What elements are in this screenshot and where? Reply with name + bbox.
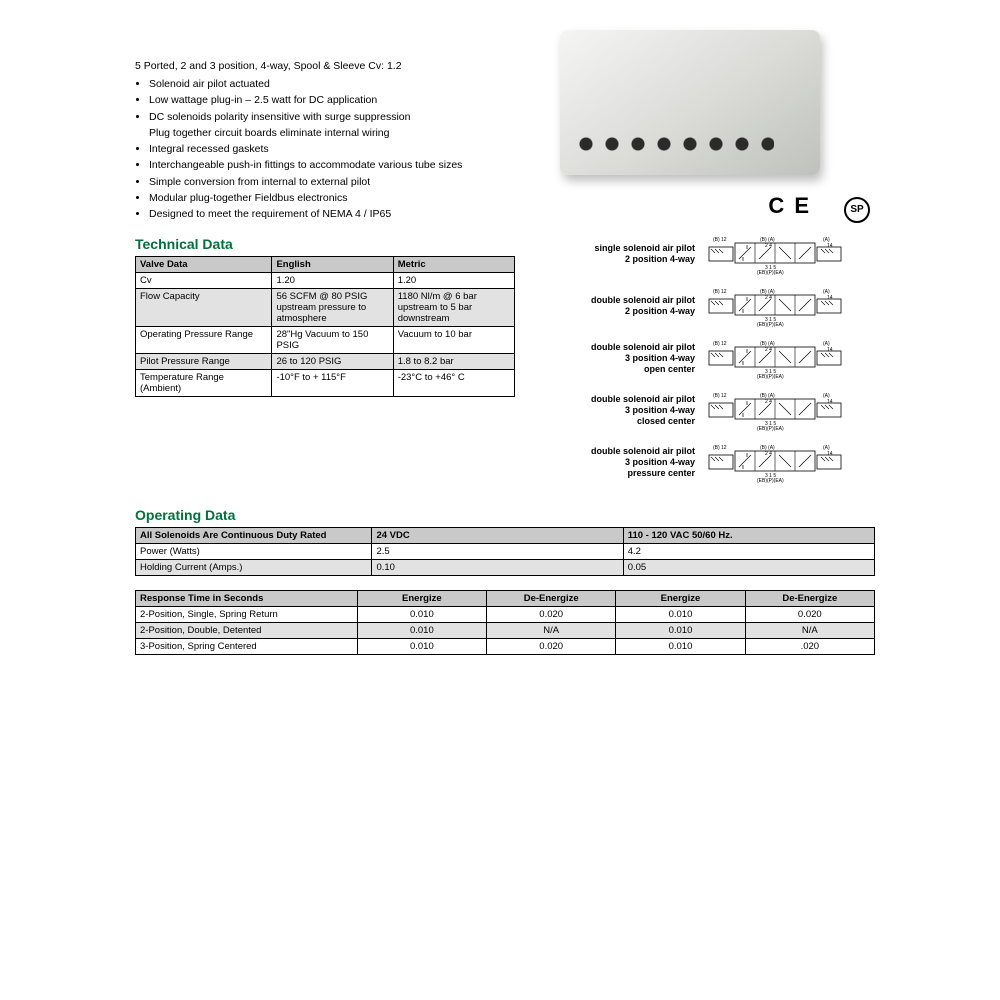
table-row: 2-Position, Single, Spring Return0.0100.… [136,607,875,623]
svg-text:(B): (B) [713,289,720,295]
table-row: Cv1.201.20 [136,273,515,289]
svg-text:12: 12 [721,237,727,243]
svg-text:(B): (B) [713,341,720,347]
svg-text:14: 14 [827,451,833,457]
feature-item: Low wattage plug-in – 2.5 watt for DC ap… [149,92,525,108]
svg-text:(B): (B) [713,393,720,399]
svg-text:2 4: 2 4 [765,295,772,301]
svg-text:14: 14 [827,399,833,405]
schematic-label: double solenoid air pilot3 position 4-wa… [545,342,695,374]
schematic-row: double solenoid air pilot3 position 4-wa… [545,337,910,379]
table-row: Holding Current (Amps.)0.100.05 [136,560,875,576]
schematic-symbol-icon: (B)12 (B) (A)2 4 (A)14 3 1 5 (EB)(P)(EA) [705,337,845,379]
svg-text:(B): (B) [713,237,720,243]
subtitle: 5 Ported, 2 and 3 position, 4-way, Spool… [135,60,525,72]
svg-text:2 4: 2 4 [765,243,772,249]
svg-text:12: 12 [721,289,727,295]
svg-text:(EB)(P)(EA): (EB)(P)(EA) [757,374,784,379]
feature-item: Simple conversion from internal to exter… [149,174,525,190]
svg-text:(EB)(P)(EA): (EB)(P)(EA) [757,478,784,483]
schematic-label: single solenoid air pilot2 position 4-wa… [545,243,695,265]
schematic-symbol-icon: (B)12 (B) (A)2 4 (A)14 3 1 5 (EB)(P)(EA) [705,233,845,275]
response-time-table: Response Time in SecondsEnergizeDe-Energ… [135,590,875,655]
table-header: Metric [393,257,514,273]
operating-data-section: Operating Data All Solenoids Are Continu… [135,507,875,655]
svg-text:(EB)(P)(EA): (EB)(P)(EA) [757,426,784,431]
csa-mark-icon: SP [844,197,870,223]
table-row: Pilot Pressure Range26 to 120 PSIG1.8 to… [136,354,515,370]
svg-text:14: 14 [827,295,833,301]
schematic-row: double solenoid air pilot3 position 4-wa… [545,441,910,483]
left-column: 5 Ported, 2 and 3 position, 4-way, Spool… [135,60,525,493]
svg-text:2 4: 2 4 [765,399,772,405]
svg-text:2 4: 2 4 [765,451,772,457]
table-header: Response Time in Seconds [136,591,358,607]
operating-data-table: All Solenoids Are Continuous Duty Rated2… [135,527,875,576]
svg-text:(B): (B) [713,445,720,451]
table-header: De-Energize [745,591,874,607]
schematic-label: double solenoid air pilot3 position 4-wa… [545,394,695,426]
operating-data-heading: Operating Data [135,507,875,523]
table-header: De-Energize [487,591,616,607]
schematic-label: double solenoid air pilot3 position 4-wa… [545,446,695,478]
svg-text:12: 12 [721,393,727,399]
schematic-label: double solenoid air pilot2 position 4-wa… [545,295,695,317]
technical-data-table: Valve DataEnglishMetric Cv1.201.20Flow C… [135,256,515,397]
feature-item: DC solenoids polarity insensitive with s… [149,109,525,125]
feature-item: Modular plug-together Fieldbus electroni… [149,190,525,206]
table-header: Valve Data [136,257,272,273]
product-image [560,30,820,175]
schematic-row: double solenoid air pilot3 position 4-wa… [545,389,910,431]
table-header: Energize [616,591,745,607]
top-region: 5 Ported, 2 and 3 position, 4-way, Spool… [135,60,910,493]
feature-item: Solenoid air pilot actuated [149,76,525,92]
table-row: 2-Position, Double, Detented0.010N/A0.01… [136,623,875,639]
feature-list: Solenoid air pilot actuatedLow wattage p… [135,76,525,222]
certifications: C E SP [545,193,870,223]
table-header: English [272,257,393,273]
right-column: C E SP single solenoid air pilot2 positi… [545,60,910,493]
svg-text:12: 12 [721,341,727,347]
table-row: 3-Position, Spring Centered0.0100.0200.0… [136,639,875,655]
svg-text:(EB)(P)(EA): (EB)(P)(EA) [757,322,784,327]
svg-text:2 4: 2 4 [765,347,772,353]
technical-data-heading: Technical Data [135,236,525,252]
svg-text:12: 12 [721,445,727,451]
svg-text:(EB)(P)(EA): (EB)(P)(EA) [757,270,784,275]
svg-text:14: 14 [827,347,833,353]
table-row: Operating Pressure Range28"Hg Vacuum to … [136,327,515,354]
table-row: Flow Capacity56 SCFM @ 80 PSIG upstream … [136,289,515,327]
schematic-symbol-icon: (B)12 (B) (A)2 4 (A)14 3 1 5 (EB)(P)(EA) [705,441,845,483]
schematic-list: single solenoid air pilot2 position 4-wa… [545,233,910,483]
feature-item: Designed to meet the requirement of NEMA… [149,206,525,222]
ce-mark-icon: C E [768,193,811,219]
svg-text:14: 14 [827,243,833,249]
schematic-row: single solenoid air pilot2 position 4-wa… [545,233,910,275]
feature-item: Integral recessed gaskets [149,141,525,157]
table-row: Temperature Range (Ambient)-10°F to + 11… [136,370,515,397]
schematic-symbol-icon: (B)12 (B) (A)2 4 (A)14 3 1 5 (EB)(P)(EA) [705,285,845,327]
schematic-row: double solenoid air pilot2 position 4-wa… [545,285,910,327]
table-row: All Solenoids Are Continuous Duty Rated2… [136,528,875,544]
feature-item: Plug together circuit boards eliminate i… [135,125,525,141]
schematic-symbol-icon: (B)12 (B) (A)2 4 (A)14 3 1 5 (EB)(P)(EA) [705,389,845,431]
feature-item: Interchangeable push-in fittings to acco… [149,157,525,173]
table-row: Power (Watts)2.54.2 [136,544,875,560]
table-header: Energize [357,591,486,607]
